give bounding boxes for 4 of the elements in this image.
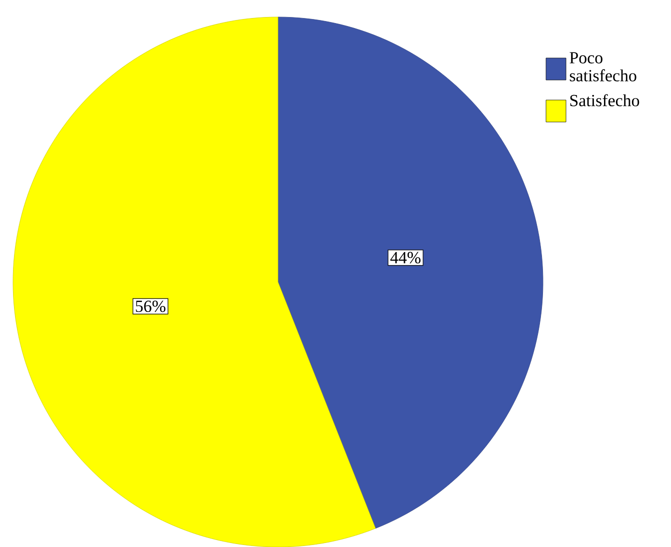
data-label: 44% — [390, 252, 420, 264]
legend-label: Poco satisfecho — [570, 52, 636, 82]
legend-label: Satisfecho — [570, 94, 640, 106]
data-label: 56% — [136, 300, 166, 312]
